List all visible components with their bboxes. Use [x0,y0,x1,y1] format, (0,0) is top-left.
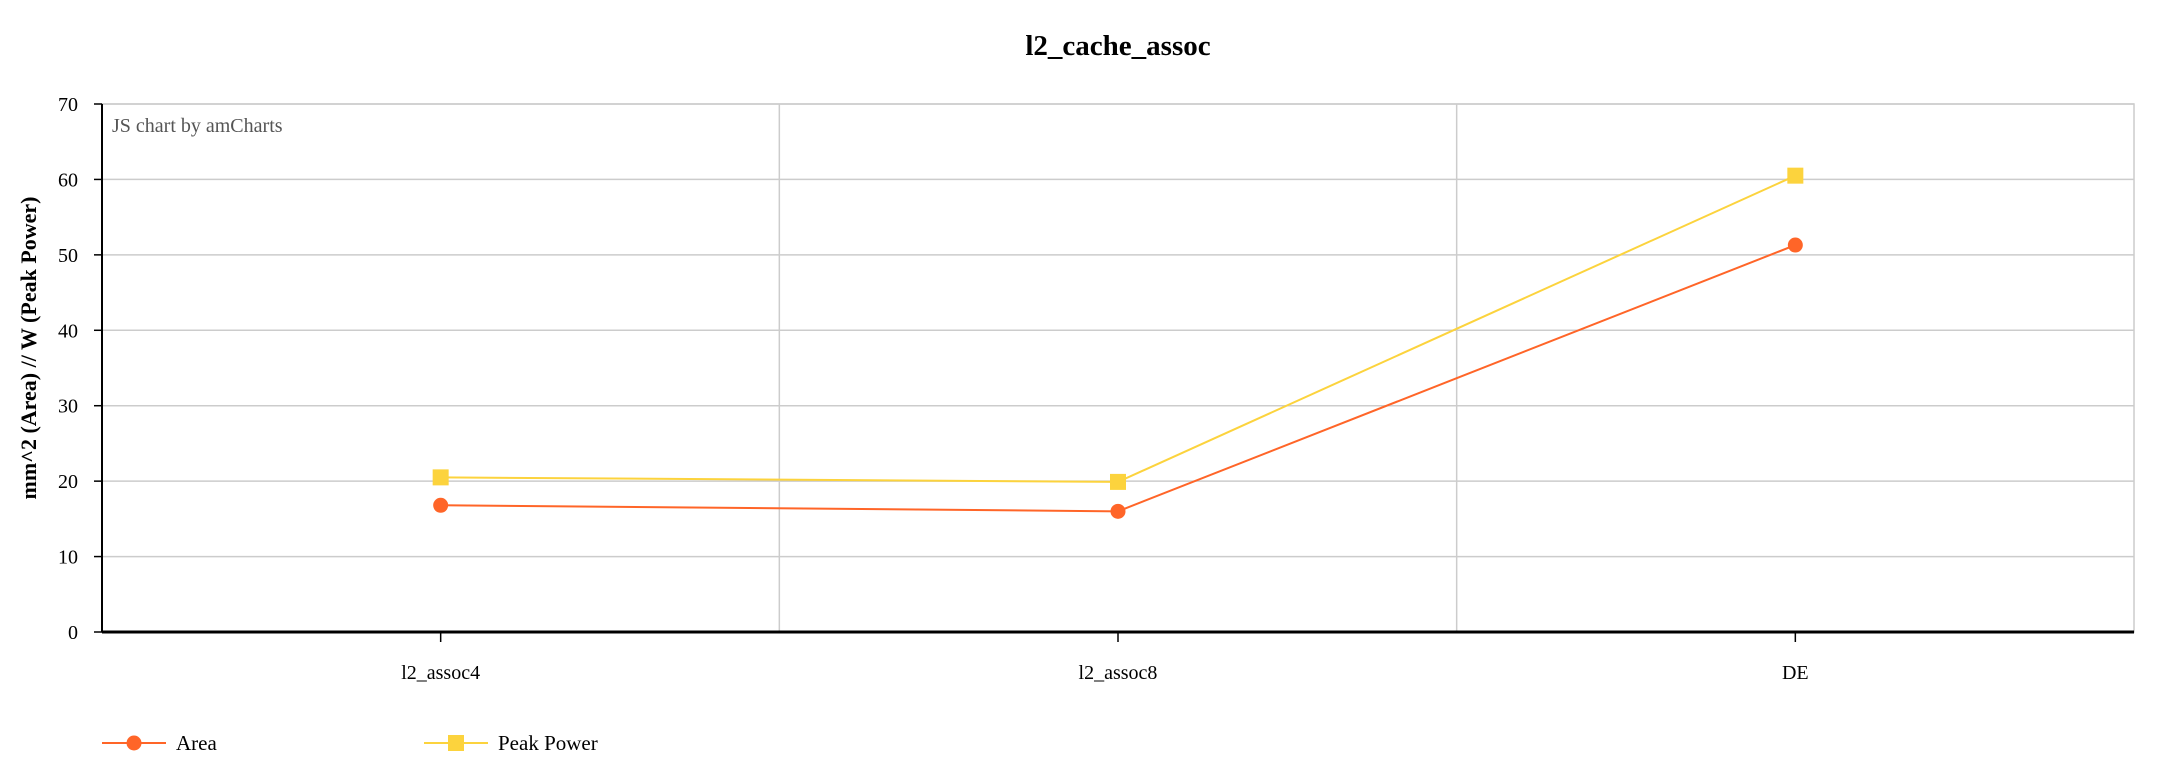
series-line [440,174,1796,483]
x-tick-label: l2_assoc4 [401,662,480,684]
data-point[interactable] [433,497,449,513]
series-line [440,244,1796,513]
data-point[interactable] [1110,473,1126,490]
y-tick-label: 60 [58,169,78,191]
grid [101,103,2135,633]
series [432,167,1804,519]
legend-marker [448,735,464,751]
axes: 0 10 20 30 40 50 60 70 l2_assoc4 l2_assoc8 DE [58,94,2134,684]
legend-item[interactable]: Peak Power [424,731,598,755]
chart-credit[interactable]: JS chart by amCharts [112,115,283,137]
legend-label: Area [176,731,217,755]
y-tick-label: 30 [58,396,78,418]
legend: Area Peak Power [102,731,598,755]
y-tick-label: 50 [58,245,78,267]
legend-label: Peak Power [498,731,598,755]
y-tick-label: 0 [68,622,78,644]
data-point[interactable] [432,469,449,486]
legend-marker [126,735,142,751]
legend-item[interactable]: Area [102,731,217,755]
y-axis-label: mm^2 (Area) // W (Peak Power) [16,197,41,500]
x-tick-label: l2_assoc8 [1079,662,1158,684]
y-tick-label: 10 [58,547,78,569]
y-tick-label: 40 [58,320,78,342]
data-point[interactable] [1110,503,1126,519]
plot-frame [101,103,2135,633]
y-tick-label: 20 [58,471,78,493]
data-point[interactable] [1787,237,1803,253]
data-point[interactable] [1787,167,1804,184]
x-tick-label: DE [1782,662,1809,684]
y-tick-label: 70 [58,94,78,116]
chart-title: l2_cache_assoc [1025,30,1210,62]
